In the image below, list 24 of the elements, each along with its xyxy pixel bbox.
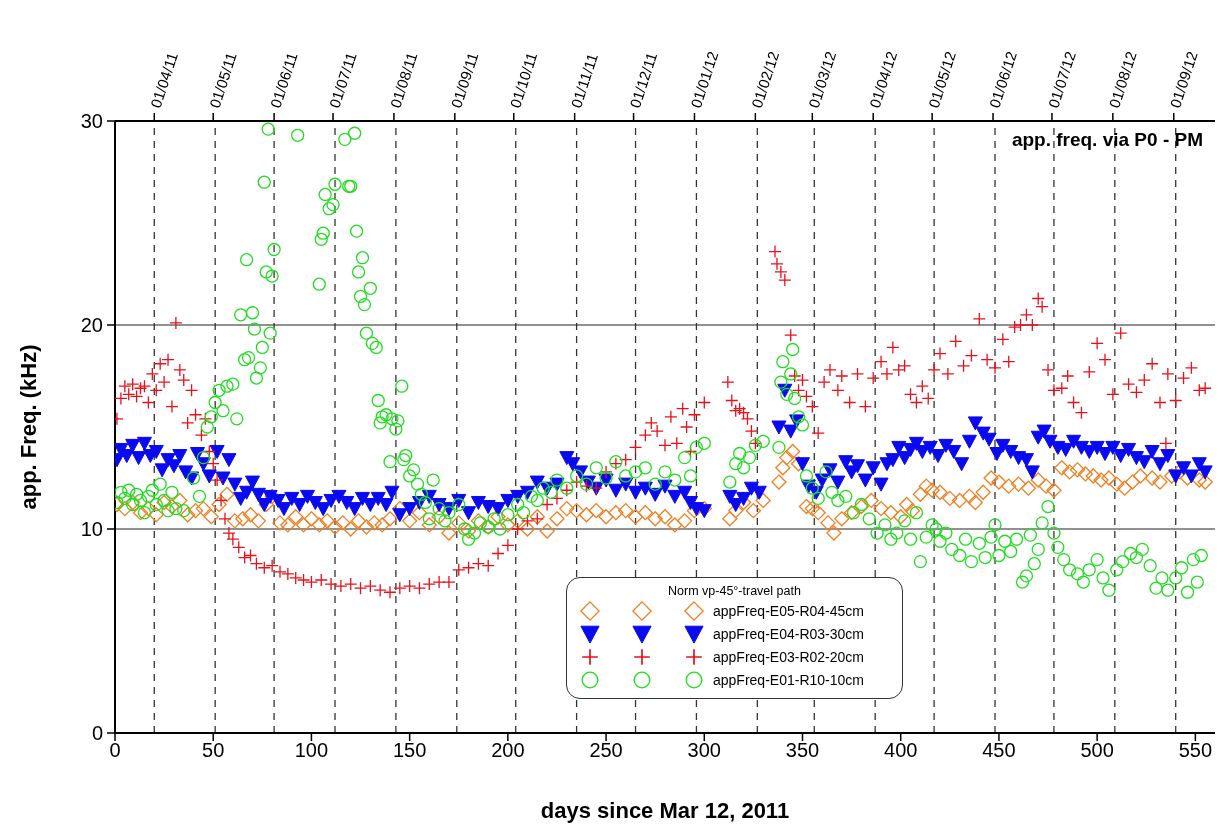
x-tick-label: 450 xyxy=(982,739,1016,761)
x-tick-label: 300 xyxy=(687,739,721,761)
annotation: app. freq. via P0 - PM xyxy=(1011,129,1203,151)
y-tick-label: 0 xyxy=(91,722,103,744)
x-tick-label: 0 xyxy=(109,739,121,761)
legend-label: appFreq-E03-R02-20cm xyxy=(713,649,864,666)
x-tick-label: 500 xyxy=(1080,739,1114,761)
x-tick-label: 250 xyxy=(589,739,623,761)
y-tick-label: 30 xyxy=(80,110,103,132)
y-tick-label: 20 xyxy=(80,314,103,336)
x-tick-label: 350 xyxy=(785,739,820,761)
x-tick-label: 200 xyxy=(491,739,525,761)
x-tick-label: 50 xyxy=(202,739,225,761)
legend-title: Norm vp-45°-travel path xyxy=(667,583,802,598)
x-tick-label: 400 xyxy=(884,739,918,761)
x-tick-label: 150 xyxy=(392,739,427,761)
legend-label: appFreq-E01-R10-10cm xyxy=(713,672,864,689)
y-tick-label: 10 xyxy=(80,518,103,540)
legend-label: appFreq-E05-R04-45cm xyxy=(713,603,864,620)
legend-label: appFreq-E04-R03-30cm xyxy=(713,626,864,643)
x-tick-label: 100 xyxy=(294,739,329,761)
y-axis-title: app. Freq. (kHz) xyxy=(15,344,41,510)
x-tick-label: 550 xyxy=(1178,739,1213,761)
x-axis-title: days since Mar 12, 2011 xyxy=(540,798,790,823)
